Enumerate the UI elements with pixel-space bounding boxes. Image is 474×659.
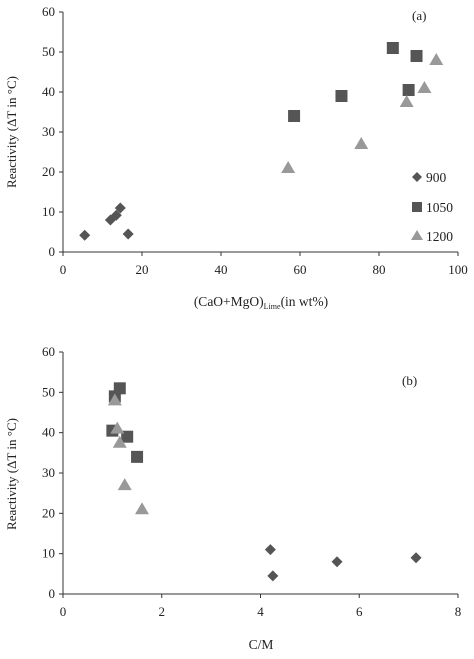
legend-label-1200: 1200 — [426, 229, 453, 244]
chart-a-legend: 900 1050 1200 — [411, 170, 453, 244]
legend-marker-900 — [412, 172, 422, 182]
chart-a-x-tick-label: 60 — [294, 262, 307, 277]
chart-b-y-tick-label: 30 — [42, 465, 55, 480]
chart-a-point-square — [335, 90, 348, 102]
chart-a-point-square — [410, 50, 423, 62]
chart-b-point-square — [131, 450, 144, 463]
chart-b-y-tick-label: 40 — [42, 425, 55, 440]
chart-b-x-tick-label: 6 — [356, 604, 363, 619]
chart-a-point-triangle — [417, 81, 432, 93]
chart-a-point-triangle — [354, 137, 369, 149]
chart-b-point-diamond — [267, 570, 279, 582]
chart-a-x-label-sub: Lime — [264, 302, 281, 311]
chart-a-x-tick-label: 20 — [136, 262, 149, 277]
chart-b-point-diamond — [331, 556, 343, 568]
chart-b-x-tick-label: 8 — [455, 604, 462, 619]
chart-b-point-triangle — [110, 421, 125, 434]
chart-a-x-tick-label: 80 — [373, 262, 386, 277]
legend-label-1050: 1050 — [426, 200, 453, 215]
chart-b-x-label: C/M — [249, 637, 274, 652]
chart-a-point-diamond — [110, 209, 122, 221]
chart-b: 0 10 20 30 40 50 60 0 2 4 6 8 (b) Reactivity (ΔT i… — [4, 344, 461, 652]
chart-a-x-label-main: (CaO+MgO) — [194, 294, 264, 309]
chart-a-point-diamond — [79, 229, 91, 241]
chart-a: 0 10 20 30 40 50 60 0 20 40 60 80 100 (a) Reactivit… — [4, 4, 468, 311]
chart-a-y-tick-label: 40 — [42, 84, 55, 99]
legend-marker-1200 — [411, 230, 423, 240]
chart-a-x-label: (CaO+MgO)Lime(in wt%) — [194, 294, 328, 311]
legend-label-900: 900 — [426, 170, 447, 185]
chart-b-y-tick-label: 20 — [42, 505, 55, 520]
chart-a-x-label-tail: (in wt%) — [281, 294, 329, 309]
chart-b-point-diamond — [264, 544, 276, 556]
chart-a-y-tick-label: 0 — [49, 244, 56, 259]
chart-a-point-triangle — [281, 161, 296, 173]
chart-b-point-triangle — [117, 478, 132, 491]
chart-a-y-tick-label: 30 — [42, 124, 55, 139]
chart-a-point-diamond — [122, 228, 134, 240]
chart-b-x-tick-label: 4 — [257, 604, 264, 619]
chart-b-y-tick-label: 50 — [42, 384, 55, 399]
chart-a-point-square — [386, 42, 399, 54]
chart-a-point-diamond — [114, 202, 126, 214]
chart-b-y-tick-label: 0 — [49, 586, 56, 601]
chart-a-point-triangle — [429, 53, 444, 65]
chart-b-y-tick-label: 60 — [42, 344, 55, 359]
chart-a-y-tick-label: 20 — [42, 164, 55, 179]
chart-b-panel-label: (b) — [402, 373, 417, 388]
chart-b-point-triangle — [107, 393, 122, 406]
chart-b-point-triangle — [112, 435, 127, 448]
chart-b-point-square — [121, 430, 134, 443]
chart-b-point-diamond — [410, 552, 422, 564]
chart-b-y-label: Reactivity (ΔT in °C) — [4, 418, 19, 530]
legend-marker-1050 — [412, 202, 422, 212]
chart-a-y-tick-label: 50 — [42, 44, 55, 59]
chart-b-y-tick-label: 10 — [42, 546, 55, 561]
chart-a-y-label: Reactivity (ΔT in °C) — [4, 76, 19, 188]
chart-b-x-tick-label: 2 — [159, 604, 166, 619]
chart-a-x-tick-label: 0 — [60, 262, 67, 277]
chart-b-point-triangle — [135, 502, 149, 515]
chart-b-x-tick-label: 0 — [60, 604, 67, 619]
chart-a-point-square — [402, 84, 415, 96]
chart-a-x-tick-label: 100 — [448, 262, 468, 277]
chart-b-point-square — [113, 382, 126, 395]
chart-a-y-tick-label: 60 — [42, 4, 55, 19]
chart-a-y-tick-label: 10 — [42, 204, 55, 219]
chart-a-panel-label: (a) — [412, 8, 426, 23]
chart-a-point-square — [288, 110, 301, 122]
chart-a-x-tick-label: 40 — [215, 262, 228, 277]
chart-a-point-triangle — [399, 95, 414, 107]
